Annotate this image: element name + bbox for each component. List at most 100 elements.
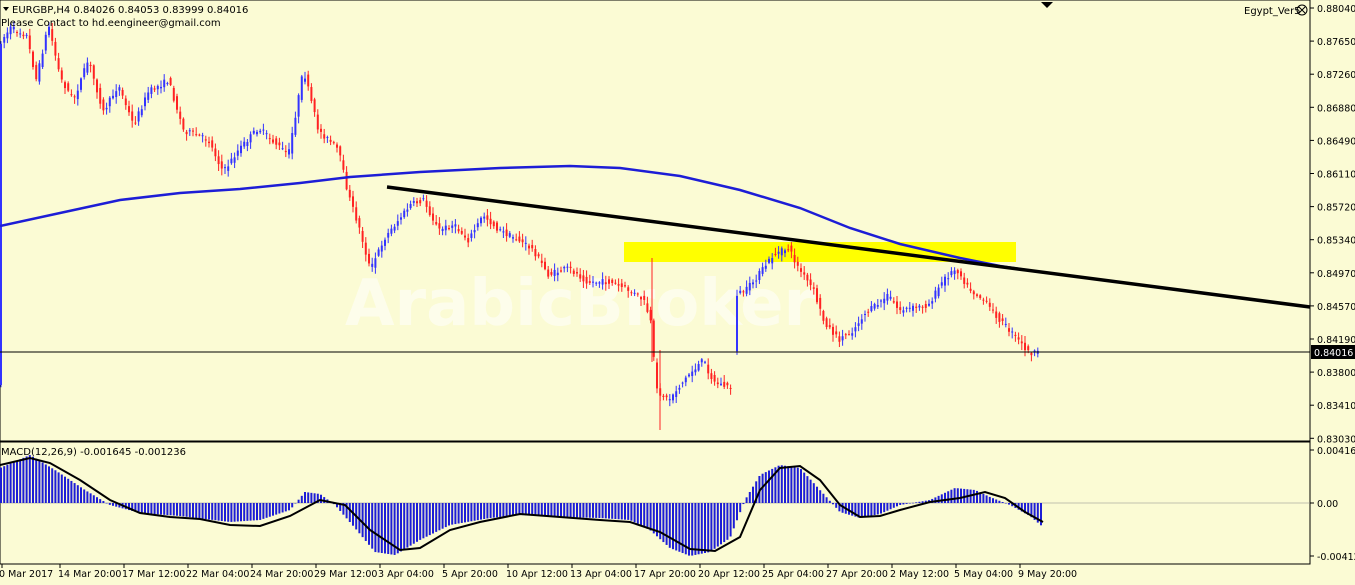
macd-bar	[400, 503, 402, 552]
candle-body	[48, 26, 50, 36]
macd-bar	[608, 503, 610, 519]
symbol-info: EURGBP,H4 0.84026 0.84053 0.83999 0.8401…	[12, 5, 248, 16]
candle-body	[332, 142, 335, 144]
macd-bar	[771, 468, 774, 503]
macd-bar	[835, 503, 838, 508]
macd-bar	[812, 483, 815, 503]
candle-body	[828, 325, 831, 328]
macd-bar	[652, 503, 655, 534]
candle-body	[176, 96, 178, 110]
candle-body	[444, 225, 447, 231]
candle-body	[105, 107, 108, 110]
candle-body	[416, 201, 418, 204]
candle-body	[969, 288, 972, 291]
macd-bar	[438, 503, 441, 531]
candle-body	[35, 65, 38, 80]
macd-bar	[547, 503, 550, 517]
candle-body	[185, 131, 188, 135]
moving-average-line[interactable]	[0, 164, 1041, 274]
candle-body	[774, 254, 777, 256]
macd-bar	[604, 503, 607, 519]
macd-bar	[556, 503, 559, 517]
macd-bar	[934, 497, 937, 503]
candle-body	[825, 318, 828, 328]
macd-bar	[995, 499, 998, 503]
candle-body	[41, 53, 44, 67]
candle-body	[428, 206, 431, 216]
macd-bar	[140, 503, 143, 514]
candle-body	[387, 232, 390, 238]
macd-bar	[147, 503, 150, 514]
candle-body	[502, 231, 505, 233]
macd-bar	[48, 466, 50, 503]
candle-body	[345, 171, 348, 190]
candle-body	[352, 196, 354, 207]
macd-bar	[470, 503, 473, 522]
candle-body	[163, 79, 166, 88]
macd-bar	[476, 503, 479, 521]
candle-body	[889, 296, 892, 299]
indicator-close-icon[interactable]	[1296, 4, 1308, 16]
macd-bar	[428, 503, 431, 536]
symbol-menu-triangle-icon[interactable]	[3, 7, 9, 11]
price-tick-label: 0.84570	[1317, 302, 1355, 313]
macd-bar	[918, 501, 921, 503]
candle-body	[44, 34, 47, 51]
price-axis: 0.88040 0.87650 0.87260 0.86880 0.86490 0.861…	[1310, 4, 1355, 445]
candle-body	[726, 382, 729, 386]
macd-bar	[115, 503, 118, 507]
macd-bar	[598, 503, 601, 518]
candle-body	[99, 87, 102, 104]
candle-body	[944, 276, 946, 286]
candle-body	[54, 41, 57, 56]
macd-bar	[659, 503, 662, 540]
candle-body	[803, 272, 806, 275]
macd-bar	[169, 503, 172, 516]
candle-body	[1001, 318, 1004, 321]
candle-body	[547, 269, 550, 277]
candle-body	[940, 282, 943, 286]
candle-body	[380, 245, 383, 252]
candle-body	[496, 222, 498, 231]
macd-bar	[569, 503, 572, 518]
candle-body	[339, 146, 342, 156]
macd-bar	[35, 458, 38, 503]
candle-body	[780, 248, 783, 256]
candle-body	[982, 299, 985, 301]
macd-bar	[867, 503, 870, 517]
candle-body	[710, 373, 713, 380]
time-tick-label: 9 May 20:00	[1018, 569, 1077, 580]
macd-bar	[217, 503, 220, 521]
candle-body	[544, 261, 546, 270]
macd-bar	[1001, 502, 1004, 503]
candle-body	[867, 311, 870, 313]
price-tick-label: 0.88040	[1317, 4, 1355, 15]
macd-bar	[537, 503, 540, 516]
candle-body	[608, 279, 610, 284]
macd-bar	[51, 468, 54, 503]
candle-body	[713, 375, 716, 382]
macd-bar	[336, 503, 338, 508]
candle-body	[28, 35, 31, 50]
candle-body	[1004, 323, 1007, 325]
macd-bar	[403, 503, 406, 550]
candle-body	[96, 79, 98, 93]
macd-bar	[675, 503, 678, 551]
macd-bar	[646, 503, 649, 529]
candle-body	[931, 301, 934, 304]
macd-bar	[832, 503, 834, 505]
trend-line[interactable]	[386, 185, 1311, 309]
candle-body	[960, 271, 962, 277]
macd-bar	[665, 503, 668, 545]
candle-body	[742, 291, 745, 293]
macd-bar	[128, 503, 130, 511]
macd-bar	[902, 503, 905, 505]
candle-body	[528, 245, 530, 249]
macd-bar	[518, 503, 521, 516]
candle-body	[812, 287, 815, 289]
macd-bar	[416, 503, 418, 542]
candle-body	[377, 249, 380, 256]
shift-marker-triangle-icon[interactable]	[1041, 2, 1053, 8]
candle-body	[656, 362, 658, 389]
